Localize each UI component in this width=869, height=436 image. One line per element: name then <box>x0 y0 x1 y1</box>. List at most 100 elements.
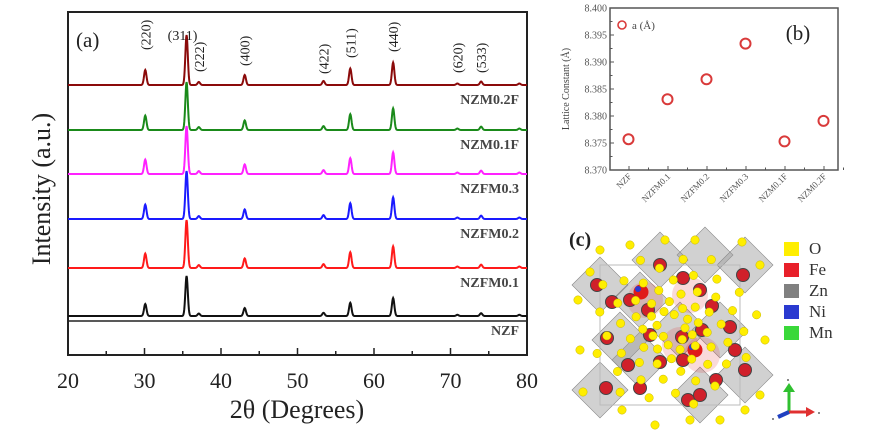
o-atom <box>658 331 668 341</box>
swatch-o <box>784 241 799 256</box>
o-atom <box>644 393 654 403</box>
x-tick-label: 70 <box>440 368 462 393</box>
o-atom <box>654 286 664 295</box>
o-atom <box>655 263 664 273</box>
o-atom <box>706 342 716 352</box>
o-atom <box>619 276 629 286</box>
series-label-nzfm01: NZFM0.1 <box>460 276 519 291</box>
o-atom <box>616 318 626 328</box>
hkl-label: (620) <box>451 42 466 73</box>
legend-item-mn: Mn <box>784 322 869 343</box>
b-x-tick-label: NZM0.2F <box>796 171 829 204</box>
x-tick-label: 60 <box>363 368 385 393</box>
o-atom <box>703 359 713 369</box>
o-atom <box>734 287 744 297</box>
panel-b-label: (b) <box>786 21 811 45</box>
legend-label-mn: Mn <box>809 322 833 342</box>
o-atom <box>693 318 703 328</box>
o-atom <box>625 240 635 250</box>
o-atom <box>678 254 688 264</box>
o-atom <box>675 345 685 354</box>
lattice-point-nzf <box>622 133 635 146</box>
swatch-fe <box>784 262 799 277</box>
o-atom <box>585 267 595 277</box>
y-arrowhead-icon <box>783 383 795 392</box>
xrd-series-nzm02f <box>68 34 527 86</box>
element-legend: O Fe Zn Ni Mn <box>784 238 869 343</box>
b-x-tick-label: NZFM0.3 <box>718 171 751 204</box>
series-label-nzfm03: NZFM0.3 <box>460 182 519 197</box>
o-atom <box>755 390 765 400</box>
xrd-series-nzfm01 <box>68 219 527 269</box>
xrd-series-nzm01f <box>68 81 527 131</box>
o-atom <box>613 298 623 308</box>
legend-label: a (Å) <box>632 20 655 32</box>
legend-label-zn: Zn <box>809 280 828 300</box>
hkl-label: (422) <box>318 43 333 74</box>
o-atom <box>592 349 602 358</box>
y-axis-label: Intensity (a.u.) <box>27 113 56 265</box>
o-atom <box>741 353 751 362</box>
o-atom <box>689 399 699 409</box>
b-y-tick-label: 8.375 <box>585 139 608 150</box>
o-atom <box>575 345 585 355</box>
b-y-tick-label: 8.400 <box>585 4 608 15</box>
octahedron-shape <box>716 236 774 294</box>
hkl-label: (511) <box>344 28 359 58</box>
o-atom <box>636 255 645 265</box>
x-tick-label: 80 <box>516 368 538 393</box>
o-atom <box>683 314 693 324</box>
o-atom <box>739 327 749 336</box>
z-axis-arrow <box>777 410 790 419</box>
panel-a-xrd-chart: (a) (220) (311)(222) (400) (422) (511) (440) (… <box>27 11 538 424</box>
o-atom <box>573 295 583 305</box>
o-atom <box>706 255 716 265</box>
y-axis-dot <box>787 379 789 381</box>
axes-orientation-triad <box>772 379 820 420</box>
o-atom <box>690 302 700 312</box>
panel-c-label: (c) <box>569 229 591 251</box>
b-y-tick-label: 8.390 <box>585 58 608 69</box>
swatch-mn <box>784 325 799 340</box>
lattice-point-nzfm02 <box>700 73 713 86</box>
fe-atom <box>736 268 750 282</box>
tetrahedral-site-shape <box>684 337 720 373</box>
o-atom <box>578 387 588 397</box>
o-atom <box>687 354 697 364</box>
o-atom <box>615 387 625 397</box>
o-atom <box>658 374 668 384</box>
b-x-tick-label: NZF <box>614 171 633 190</box>
hkl-label: (440) <box>387 21 402 52</box>
o-atom <box>760 335 770 345</box>
b-x-tick-label: NZM0.1F <box>757 171 790 204</box>
o-atom <box>652 359 662 369</box>
xrd-series-nzfm03 <box>68 125 527 175</box>
o-atom <box>631 312 641 322</box>
hkl-label: (222) <box>193 41 208 72</box>
lattice-point-nzm02f <box>817 114 830 127</box>
fe-atom <box>676 271 690 285</box>
o-atom <box>613 367 622 376</box>
legend-item-o: O <box>784 238 869 259</box>
x-tick-label: 30 <box>134 368 156 393</box>
legend-item-fe: Fe <box>784 259 869 280</box>
o-atom <box>716 319 726 329</box>
o-atom <box>639 342 649 352</box>
series-label-nzm01f: NZM0.1F <box>460 138 519 153</box>
panel-a-label: (a) <box>76 28 99 52</box>
o-atom <box>617 405 627 415</box>
o-atom <box>595 307 605 317</box>
swatch-zn <box>784 283 799 298</box>
z-axis-dot <box>772 418 774 420</box>
legend-marker <box>617 20 627 30</box>
o-atom <box>721 359 731 369</box>
fe-atom <box>738 363 752 377</box>
o-atom <box>728 306 737 316</box>
x-tick-label: 20 <box>57 368 79 393</box>
b-x-tick-label: NZFM0.1 <box>640 171 673 204</box>
o-atom <box>723 337 733 347</box>
o-atom <box>648 331 658 341</box>
series-label-nzf: NZF <box>491 324 519 339</box>
legend-item-zn: Zn <box>784 280 869 301</box>
xrd-series-nzfm02 <box>68 170 527 220</box>
